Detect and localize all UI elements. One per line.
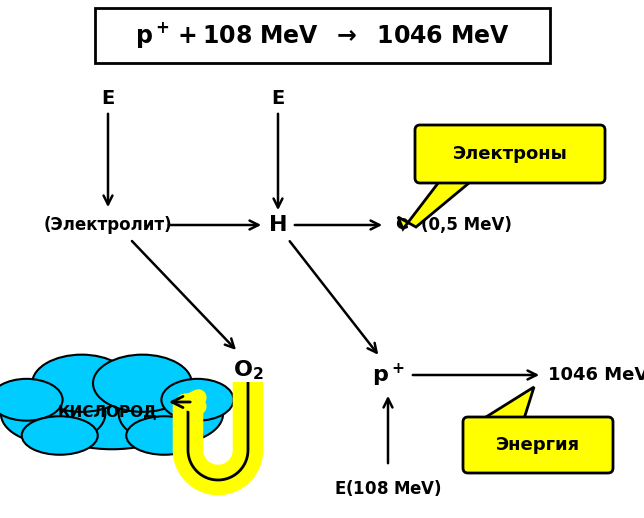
Text: $\mathbf{e^-}$: $\mathbf{e^-}$ [395, 214, 423, 234]
Ellipse shape [1, 383, 106, 444]
Text: 1046 MeV: 1046 MeV [548, 366, 644, 384]
Text: (Электролит): (Электролит) [44, 216, 173, 234]
Polygon shape [478, 387, 534, 422]
Ellipse shape [126, 416, 202, 455]
Text: $\mathbf{O_2}$: $\mathbf{O_2}$ [232, 358, 263, 382]
Text: Электроны: Электроны [453, 145, 567, 163]
Text: E: E [101, 89, 115, 108]
Text: Энергия: Энергия [496, 436, 580, 454]
Ellipse shape [32, 367, 193, 449]
Ellipse shape [22, 416, 98, 455]
Ellipse shape [118, 383, 223, 444]
Ellipse shape [93, 355, 192, 412]
FancyBboxPatch shape [95, 8, 550, 63]
FancyBboxPatch shape [463, 417, 613, 473]
Text: $\mathbf{p^+}$: $\mathbf{p^+}$ [372, 362, 404, 388]
Text: $\mathbf{E(108\ MeV)}$: $\mathbf{E(108\ MeV)}$ [334, 478, 442, 498]
Text: КИСЛОРОД: КИСЛОРОД [57, 406, 156, 421]
Ellipse shape [0, 379, 62, 421]
Text: H: H [269, 215, 287, 235]
Ellipse shape [162, 379, 234, 421]
Ellipse shape [32, 355, 131, 412]
FancyBboxPatch shape [415, 125, 605, 183]
Text: $\bf{p^+ + 108\ MeV\ \ \rightarrow\ \ 1046\ MeV}$: $\bf{p^+ + 108\ MeV\ \ \rightarrow\ \ 10… [135, 21, 510, 50]
Text: E: E [271, 89, 285, 108]
Text: (0,5 MeV): (0,5 MeV) [421, 216, 512, 234]
Polygon shape [398, 178, 475, 229]
